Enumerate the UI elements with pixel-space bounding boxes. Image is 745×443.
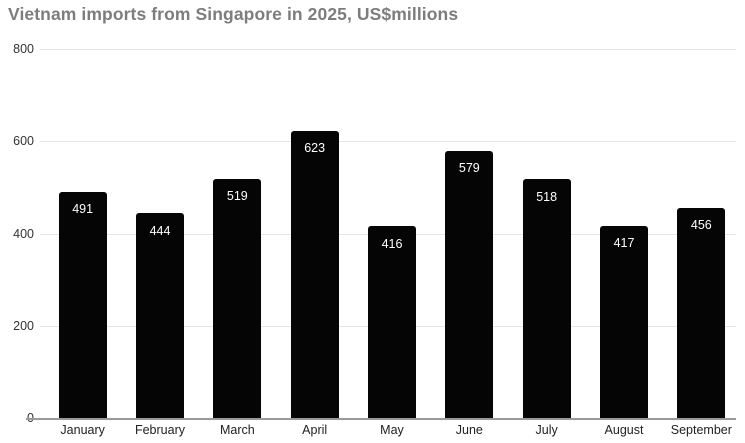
y-tick-label: 400	[13, 226, 34, 241]
x-tick-label: May	[380, 423, 404, 437]
x-tick-label: September	[670, 423, 732, 437]
y-axis: 0 200 400 600 800	[0, 43, 34, 424]
bar[interactable]	[368, 226, 416, 418]
gridline-600	[40, 141, 736, 143]
bar[interactable]	[136, 213, 184, 418]
gridline-800	[40, 49, 736, 50]
bar[interactable]	[213, 178, 262, 418]
bar-group[interactable]: 623	[290, 49, 339, 418]
bar[interactable]	[677, 207, 726, 418]
y-tick-label: 0	[0, 412, 34, 425]
bar-group[interactable]: 416	[368, 49, 416, 418]
bar-group[interactable]: 519	[213, 49, 262, 418]
y-tick-label: 800	[13, 41, 34, 56]
x-axis-line	[26, 418, 736, 420]
x-tick-label: April	[302, 423, 328, 437]
chart-title: Vietnam imports from Singapore in 2025, …	[8, 4, 459, 24]
x-tick-label: August	[604, 423, 644, 437]
x-tick-label: March	[219, 423, 255, 437]
bar-group[interactable]: 491	[58, 49, 107, 418]
y-tick-label: 200	[13, 318, 34, 333]
bar-group[interactable]: 518	[522, 49, 571, 418]
bar-group[interactable]: 444	[136, 49, 184, 418]
bar[interactable]	[445, 150, 494, 418]
plot-area: 491 444 519 623 416 579 518 417 456	[40, 49, 736, 418]
bar[interactable]	[58, 191, 107, 418]
y-tick-label: 600	[13, 134, 34, 148]
bar[interactable]	[522, 179, 571, 418]
bar-group[interactable]: 417	[600, 49, 648, 418]
x-tick-label: January	[60, 423, 105, 437]
x-tick-label: July	[535, 423, 558, 437]
bar[interactable]	[290, 130, 339, 418]
bar[interactable]	[600, 225, 648, 418]
x-tick-label: February	[134, 423, 185, 437]
bar-group[interactable]: 456	[677, 49, 726, 418]
bar-group[interactable]: 579	[445, 49, 494, 418]
x-tick-label: June	[455, 423, 483, 437]
